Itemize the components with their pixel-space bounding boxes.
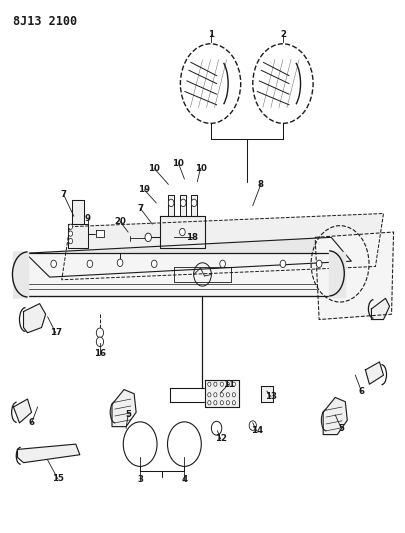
Circle shape: [96, 337, 104, 346]
Polygon shape: [68, 224, 88, 248]
Circle shape: [68, 224, 72, 229]
Text: 7: 7: [61, 190, 67, 199]
Circle shape: [232, 382, 235, 386]
Circle shape: [87, 260, 93, 268]
Text: 9: 9: [85, 214, 91, 223]
Circle shape: [316, 260, 322, 268]
Polygon shape: [205, 381, 239, 407]
Polygon shape: [160, 216, 205, 248]
Circle shape: [280, 260, 286, 268]
Text: 7: 7: [137, 204, 143, 213]
Circle shape: [68, 238, 72, 244]
Polygon shape: [261, 386, 273, 402]
Circle shape: [145, 233, 151, 241]
Polygon shape: [23, 304, 46, 333]
Circle shape: [179, 228, 185, 236]
Circle shape: [208, 382, 211, 386]
Circle shape: [123, 422, 157, 466]
Text: 6: 6: [29, 418, 34, 427]
Circle shape: [168, 199, 174, 207]
Text: 11: 11: [223, 379, 234, 389]
Circle shape: [208, 393, 211, 397]
Polygon shape: [180, 195, 186, 216]
Polygon shape: [323, 398, 347, 434]
Text: 10: 10: [194, 164, 207, 173]
Circle shape: [208, 401, 211, 405]
Text: 10: 10: [148, 164, 160, 173]
Text: 15: 15: [52, 474, 64, 483]
Text: 10: 10: [173, 159, 184, 167]
Polygon shape: [62, 214, 384, 280]
Text: 3: 3: [137, 475, 143, 484]
Circle shape: [180, 199, 186, 207]
Polygon shape: [112, 390, 136, 426]
Circle shape: [220, 260, 226, 268]
Text: 17: 17: [50, 328, 62, 337]
Circle shape: [214, 382, 217, 386]
Circle shape: [226, 401, 230, 405]
Text: 8J13 2100: 8J13 2100: [13, 14, 78, 28]
Text: 20: 20: [114, 217, 126, 226]
Polygon shape: [168, 195, 174, 216]
Text: 13: 13: [265, 392, 277, 401]
Text: 8: 8: [258, 180, 264, 189]
Circle shape: [96, 328, 104, 337]
Circle shape: [226, 382, 230, 386]
Circle shape: [68, 231, 72, 236]
Circle shape: [180, 44, 241, 123]
Text: 2: 2: [280, 30, 286, 39]
Polygon shape: [26, 253, 331, 296]
Circle shape: [168, 422, 201, 466]
Text: 5: 5: [338, 424, 344, 433]
Circle shape: [226, 393, 230, 397]
Circle shape: [51, 260, 56, 268]
Circle shape: [117, 259, 123, 266]
Text: 6: 6: [358, 386, 364, 395]
Text: 16: 16: [94, 350, 106, 359]
Polygon shape: [315, 232, 394, 319]
Polygon shape: [96, 230, 104, 237]
Text: 14: 14: [251, 426, 263, 435]
Circle shape: [214, 401, 217, 405]
Text: 5: 5: [125, 410, 131, 419]
Text: 12: 12: [215, 434, 227, 443]
Circle shape: [191, 199, 197, 207]
Circle shape: [211, 421, 222, 435]
Text: 18: 18: [186, 233, 198, 242]
Circle shape: [220, 382, 224, 386]
Circle shape: [249, 421, 256, 430]
Circle shape: [232, 393, 235, 397]
Text: 4: 4: [181, 475, 188, 484]
Polygon shape: [371, 298, 390, 319]
Circle shape: [220, 393, 224, 397]
Text: 19: 19: [138, 185, 150, 194]
Circle shape: [151, 260, 157, 268]
Text: 1: 1: [207, 30, 213, 39]
Circle shape: [232, 401, 235, 405]
Polygon shape: [26, 237, 351, 277]
Circle shape: [220, 401, 224, 405]
Polygon shape: [13, 399, 32, 423]
Polygon shape: [191, 195, 197, 216]
Circle shape: [214, 393, 217, 397]
Polygon shape: [365, 362, 384, 384]
Polygon shape: [72, 200, 84, 224]
Polygon shape: [17, 444, 80, 463]
Circle shape: [253, 44, 313, 123]
